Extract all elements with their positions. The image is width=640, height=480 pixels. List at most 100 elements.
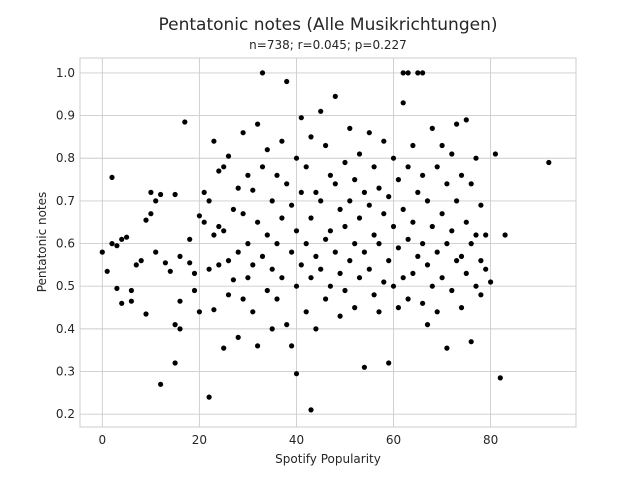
data-point xyxy=(255,343,261,349)
data-point xyxy=(347,125,353,131)
data-point xyxy=(473,283,479,289)
data-point xyxy=(303,309,309,315)
data-point xyxy=(284,322,290,328)
data-point xyxy=(420,241,426,247)
data-point xyxy=(293,155,300,161)
data-point xyxy=(497,375,503,381)
data-point xyxy=(230,277,236,283)
data-point xyxy=(371,164,377,170)
data-point xyxy=(119,300,125,306)
data-point xyxy=(259,164,266,170)
data-point xyxy=(395,245,401,251)
data-point xyxy=(153,249,159,255)
data-point xyxy=(289,202,295,208)
data-point xyxy=(114,243,120,249)
data-point xyxy=(269,198,275,204)
data-point xyxy=(356,151,363,157)
data-point xyxy=(424,262,431,268)
data-point xyxy=(293,371,300,377)
data-point xyxy=(405,164,411,170)
data-point xyxy=(119,236,125,242)
data-point xyxy=(279,275,285,281)
x-tick-label: 60 xyxy=(386,433,401,447)
data-point xyxy=(400,206,406,212)
data-point xyxy=(225,153,232,159)
data-point xyxy=(201,189,207,195)
data-point xyxy=(289,343,295,349)
data-point xyxy=(429,223,435,230)
data-point xyxy=(483,232,489,238)
data-point xyxy=(264,232,270,238)
data-point xyxy=(216,262,222,268)
data-point xyxy=(148,189,154,195)
data-point xyxy=(488,279,494,285)
data-point xyxy=(104,268,110,274)
data-point xyxy=(376,185,382,191)
data-point xyxy=(318,266,324,272)
data-point xyxy=(298,189,304,195)
x-tick-label: 80 xyxy=(483,433,498,447)
data-point xyxy=(269,326,275,332)
data-point xyxy=(458,172,465,178)
data-point xyxy=(337,313,343,319)
data-point xyxy=(386,360,392,366)
data-point xyxy=(386,258,392,264)
data-point xyxy=(313,326,319,332)
plot-frame xyxy=(79,57,577,428)
data-point xyxy=(298,115,304,121)
data-point xyxy=(216,223,222,230)
data-point xyxy=(274,172,280,178)
data-point xyxy=(420,300,426,306)
data-point xyxy=(429,125,435,131)
data-point xyxy=(371,232,377,238)
data-point xyxy=(308,407,314,413)
data-point xyxy=(356,215,363,221)
data-point xyxy=(439,142,445,149)
x-axis-label: Spotify Popularity xyxy=(275,452,381,466)
y-tick-labels: 0.2 0.3 0.4 0.5 0.6 0.7 0.8 0.9 1.0 xyxy=(56,66,75,421)
data-point xyxy=(332,249,338,255)
chart-title: Pentatonic notes (Alle Musikrichtungen) xyxy=(159,15,498,35)
data-point xyxy=(187,236,193,242)
y-axis-label: Pentatonic notes xyxy=(35,192,49,293)
x-tick-labels: 0 20 40 60 80 xyxy=(99,433,499,447)
data-point xyxy=(211,138,217,144)
data-point xyxy=(468,339,474,345)
data-point xyxy=(449,151,455,157)
data-point xyxy=(274,241,280,247)
data-point xyxy=(225,292,232,298)
data-point xyxy=(327,172,333,178)
data-point xyxy=(415,70,421,76)
grid xyxy=(80,58,576,427)
data-point xyxy=(434,164,440,170)
data-point xyxy=(468,181,474,187)
data-point xyxy=(468,241,474,247)
data-point xyxy=(444,181,450,187)
data-point xyxy=(463,117,469,123)
data-point xyxy=(342,287,348,294)
data-point xyxy=(158,381,164,387)
data-point xyxy=(245,241,251,247)
data-point xyxy=(381,211,387,217)
data-point xyxy=(434,309,440,315)
data-point xyxy=(361,189,367,195)
data-point xyxy=(327,228,333,234)
x-tick-label: 0 xyxy=(99,433,107,447)
data-point xyxy=(259,253,266,259)
data-point xyxy=(478,258,484,264)
data-point xyxy=(473,155,479,161)
data-point xyxy=(400,275,406,281)
y-tick-label: 0.7 xyxy=(56,194,75,208)
data-point xyxy=(454,258,460,264)
data-point xyxy=(196,309,202,315)
data-point xyxy=(463,219,469,225)
data-point xyxy=(337,206,343,212)
data-point xyxy=(390,283,397,289)
data-point xyxy=(279,215,285,221)
data-point xyxy=(303,164,309,170)
data-point xyxy=(478,202,484,208)
data-point xyxy=(138,258,144,264)
data-point xyxy=(395,305,401,311)
data-point xyxy=(449,228,455,234)
data-point xyxy=(434,249,440,255)
